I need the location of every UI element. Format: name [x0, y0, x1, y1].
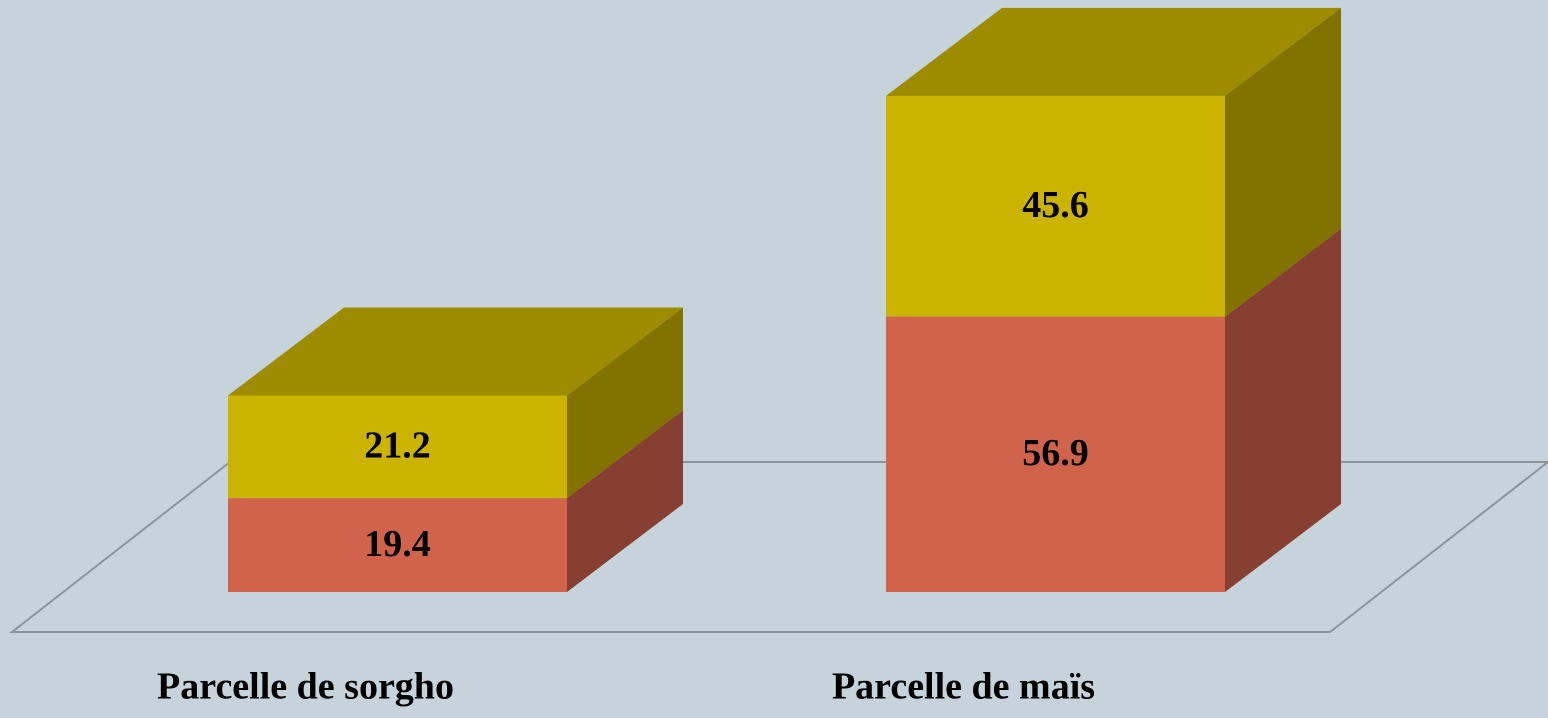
bar-front	[228, 395, 567, 499]
bar-front	[886, 316, 1225, 592]
category-label: Parcelle de maïs	[832, 666, 1095, 708]
data-label: 56.9	[1022, 432, 1089, 474]
bar-top	[228, 307, 683, 396]
data-label: 45.6	[1022, 184, 1089, 226]
bar-side	[1225, 7, 1341, 317]
data-label: 19.4	[364, 523, 431, 565]
bar-top	[886, 7, 1341, 96]
bar-front	[228, 498, 567, 592]
data-label: 21.2	[364, 425, 431, 467]
bar-side	[567, 410, 683, 592]
bar-side	[567, 307, 683, 499]
bar-front	[886, 95, 1225, 317]
bar-side	[1225, 228, 1341, 592]
category-label: Parcelle de sorgho	[157, 666, 454, 708]
floor	[9, 461, 1548, 633]
